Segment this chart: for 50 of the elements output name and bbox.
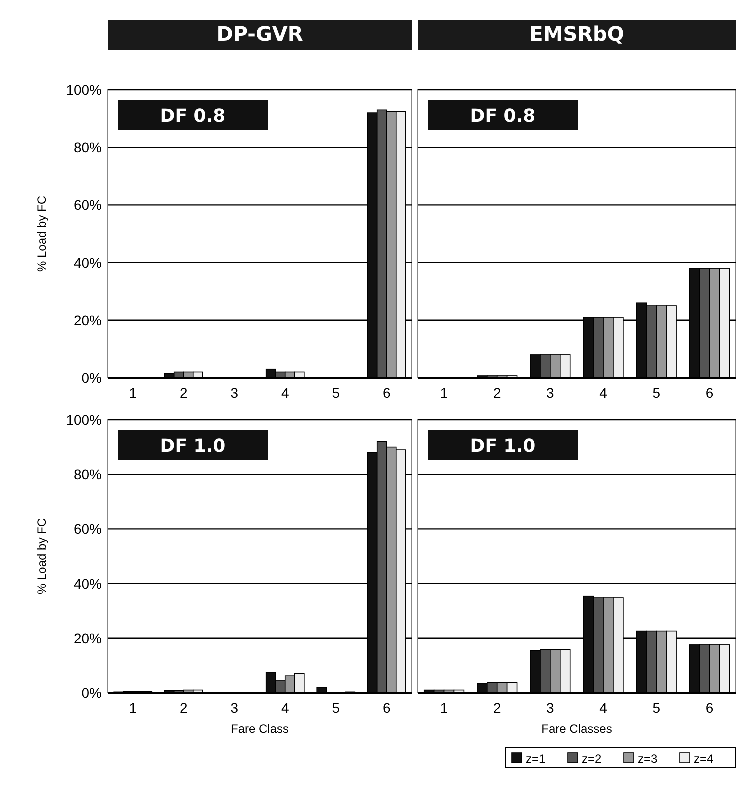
y-tick-label: 40% (74, 254, 102, 271)
label-box: DF 0.8 (428, 100, 578, 130)
legend-label: z=2 (582, 752, 602, 766)
y-tick-label: 80% (74, 466, 102, 483)
x-tick-label: 4 (600, 700, 608, 716)
y-tick-label: 60% (74, 521, 102, 538)
y-tick-label: 80% (74, 140, 102, 156)
label-box: DF 0.8 (118, 100, 268, 130)
x-tick-label: 3 (546, 385, 555, 401)
x-tick-label: 2 (493, 385, 502, 401)
y-tick-label: 60% (74, 197, 102, 214)
label-box: DF 1.0 (118, 430, 268, 460)
x-tick-label: 6 (706, 385, 714, 401)
y-tick-label: 100% (66, 412, 102, 428)
x-tick-label: 5 (332, 700, 340, 716)
x-tick-label: 1 (440, 385, 448, 401)
x-tick-label: 4 (600, 385, 608, 401)
y-tick-label: 0% (82, 685, 102, 701)
x-axis-title: Fare Classes (542, 722, 612, 736)
x-tick-label: 3 (546, 700, 555, 716)
legend-label: z=4 (694, 752, 714, 766)
y-tick-label: 20% (74, 312, 102, 328)
chart-title: EMSRbQ (530, 22, 624, 46)
x-tick-label: 1 (129, 700, 138, 716)
chart-title: DP-GVR (216, 22, 304, 46)
label-box: DF 1.0 (428, 430, 578, 460)
x-tick-label: 6 (382, 385, 391, 401)
x-tick-label: 2 (180, 700, 188, 716)
x-tick-label: 1 (440, 700, 448, 716)
x-tick-label: 5 (332, 385, 340, 401)
x-tick-label: 5 (652, 700, 661, 716)
x-tick-label: 4 (281, 700, 290, 716)
y-axis-title: % Load by FC (35, 196, 49, 272)
x-axis-title: Fare Class (230, 722, 290, 736)
x-tick-label: 2 (493, 700, 502, 716)
y-tick-label: 40% (74, 576, 102, 592)
x-tick-label: 4 (281, 385, 290, 401)
x-tick-label: 3 (230, 385, 239, 401)
y-tick-label: 20% (74, 630, 102, 646)
x-tick-label: 1 (129, 385, 138, 401)
y-tick-label: 100% (66, 82, 102, 98)
y-tick-label: 0% (82, 370, 102, 386)
y-axis-title: % Load by FC (35, 518, 49, 595)
x-tick-label: 5 (652, 385, 661, 401)
legend-label: z=3 (638, 752, 658, 766)
x-tick-label: 6 (706, 700, 714, 716)
x-tick-label: 6 (382, 700, 391, 716)
legend-label: z=1 (526, 752, 546, 766)
x-tick-label: 2 (180, 385, 188, 401)
x-tick-label: 3 (230, 700, 239, 716)
